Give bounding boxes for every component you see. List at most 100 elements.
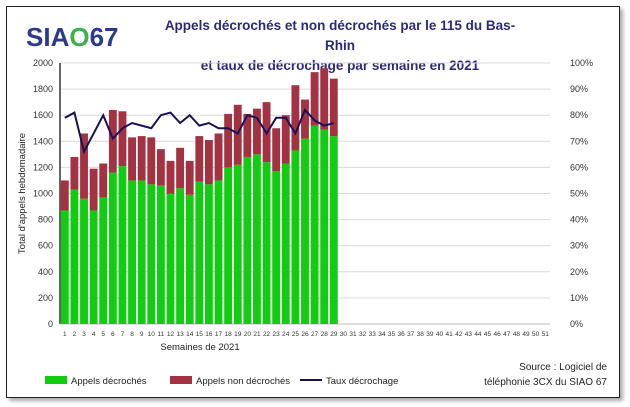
y-axis-title: Total d'appels hebdomadaire (17, 133, 28, 254)
bar-decroches (156, 185, 165, 324)
x-axis-title: Semaines de 2021 (160, 342, 239, 353)
bar-non-decroches (99, 163, 108, 198)
x-tick-label: 8 (130, 331, 134, 338)
bar-decroches (195, 181, 204, 324)
x-tick-label: 37 (407, 331, 415, 338)
x-tick-label: 48 (513, 331, 521, 338)
bar-non-decroches (137, 136, 146, 181)
bar-non-decroches (176, 147, 185, 189)
x-tick-label: 19 (234, 331, 242, 338)
x-tick-label: 16 (205, 331, 213, 338)
x-tick-label: 29 (330, 331, 338, 338)
x-tick-label: 50 (532, 331, 540, 338)
y2-tick-label: 100% (570, 58, 593, 68)
bar-non-decroches (272, 128, 281, 172)
bar-decroches (301, 138, 309, 324)
bar-decroches (80, 198, 88, 324)
bar-non-decroches (329, 78, 338, 137)
legend-swatch (45, 376, 67, 384)
bar-decroches (147, 184, 156, 324)
bar-decroches (89, 210, 98, 324)
bar-non-decroches (166, 160, 175, 194)
y2-tick-label: 90% (570, 84, 588, 94)
bar-non-decroches (204, 139, 213, 185)
bar-decroches (329, 136, 338, 324)
legend-swatch (170, 376, 192, 384)
x-tick-label: 36 (397, 331, 405, 338)
bar-non-decroches (320, 68, 329, 130)
bar-decroches (281, 163, 290, 324)
y-tick-label: 1800 (33, 84, 53, 94)
x-tick-label: 23 (273, 331, 281, 338)
x-tick-label: 32 (359, 331, 367, 338)
bar-decroches (60, 210, 69, 324)
chart-title: Appels décrochés et non décrochés par le… (150, 16, 530, 76)
bar-non-decroches (281, 115, 290, 164)
bar-non-decroches (310, 72, 319, 126)
bar-non-decroches (80, 133, 88, 199)
x-tick-label: 13 (176, 331, 184, 338)
x-tick-label: 10 (148, 331, 156, 338)
source-annotation: Source : Logiciel de (519, 362, 607, 373)
bar-decroches (185, 194, 194, 324)
y-tick-label: 1200 (33, 162, 53, 172)
bar-non-decroches (243, 113, 252, 157)
y2-tick-label: 20% (570, 267, 588, 277)
siao67-logo: SIAO67 (26, 22, 119, 53)
source-annotation: téléphonie 3CX du SIAO 67 (484, 377, 607, 388)
bar-decroches (214, 180, 223, 324)
x-tick-label: 46 (494, 331, 502, 338)
x-tick-label: 26 (301, 331, 309, 338)
bar-non-decroches (108, 109, 117, 173)
y-tick-label: 600 (38, 241, 53, 251)
x-tick-label: 43 (465, 331, 473, 338)
legend-label: Appels non décrochés (196, 376, 290, 387)
bar-decroches (272, 171, 281, 324)
bar-decroches (128, 180, 136, 324)
y2-tick-label: 80% (570, 110, 588, 120)
x-tick-label: 1 (63, 331, 67, 338)
y2-tick-label: 60% (570, 162, 588, 172)
logo-o: O (69, 22, 90, 52)
logo-prefix: SIA (26, 22, 70, 52)
x-tick-label: 28 (321, 331, 329, 338)
y-tick-label: 1600 (33, 110, 53, 120)
y-tick-label: 1400 (33, 136, 53, 146)
x-tick-label: 30 (340, 331, 348, 338)
x-tick-label: 51 (542, 331, 550, 338)
x-tick-label: 2 (73, 331, 77, 338)
bar-non-decroches (156, 149, 165, 186)
line-taux-decrochage (64, 108, 335, 155)
x-tick-label: 21 (253, 331, 261, 338)
bar-non-decroches (233, 104, 242, 165)
bar-decroches (243, 156, 252, 324)
x-tick-label: 31 (349, 331, 357, 338)
x-tick-label: 14 (186, 331, 194, 338)
bar-non-decroches (70, 156, 79, 190)
y-tick-label: 800 (38, 215, 53, 225)
y-tick-label: 400 (38, 267, 53, 277)
x-tick-label: 20 (244, 331, 252, 338)
bar-non-decroches (214, 133, 223, 181)
bar-decroches (291, 150, 300, 324)
bar-decroches (166, 193, 175, 324)
bar-non-decroches (224, 113, 233, 168)
x-tick-label: 35 (388, 331, 396, 338)
logo-suffix: 67 (89, 22, 119, 52)
x-tick-label: 5 (101, 331, 105, 338)
bar-non-decroches (89, 168, 98, 211)
y2-tick-label: 30% (570, 241, 588, 251)
y2-tick-label: 0% (570, 319, 583, 329)
y2-tick-label: 70% (570, 136, 588, 146)
y-tick-label: 200 (38, 293, 53, 303)
x-tick-label: 25 (292, 331, 300, 338)
legend-label: Appels décrochés (71, 376, 147, 387)
x-tick-label: 42 (455, 331, 463, 338)
x-tick-label: 3 (82, 331, 86, 338)
bar-non-decroches (301, 99, 309, 139)
x-tick-label: 22 (263, 331, 271, 338)
x-tick-label: 17 (215, 331, 223, 338)
x-tick-label: 15 (196, 331, 204, 338)
bar-decroches (262, 162, 271, 324)
